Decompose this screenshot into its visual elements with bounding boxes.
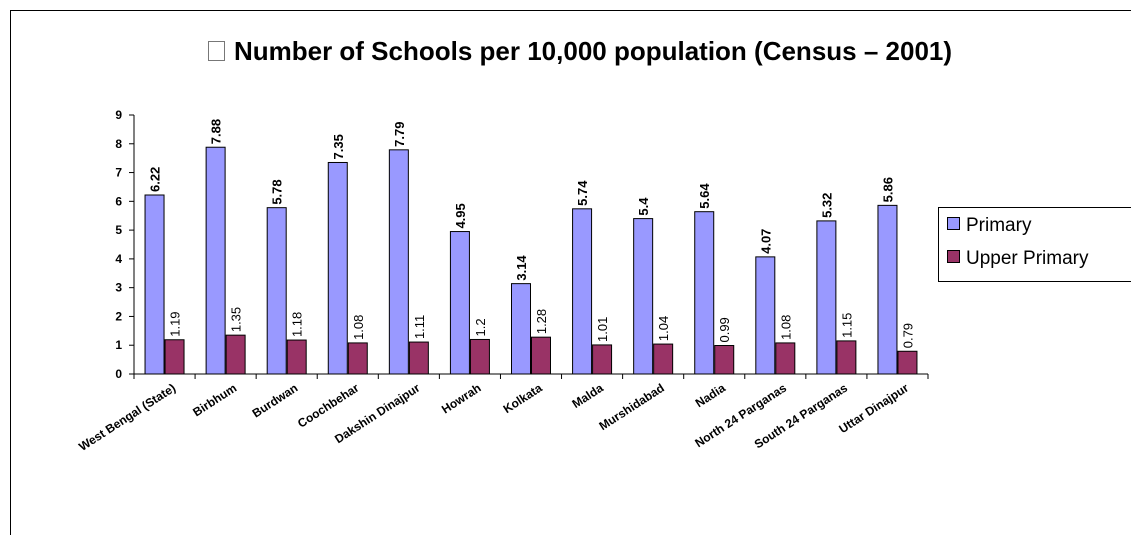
data-label-primary: 7.79 — [392, 122, 407, 147]
bar-upper-primary — [347, 342, 368, 375]
legend-swatch-upper-primary — [947, 250, 960, 263]
bar-primary — [144, 194, 165, 375]
bar-upper-primary — [897, 350, 918, 375]
bar-upper-primary — [286, 339, 307, 375]
x-category-label: Burdwan — [250, 381, 301, 421]
legend: Primary Upper Primary — [938, 207, 1131, 282]
y-tick-label: 1 — [115, 338, 122, 352]
bar-primary — [205, 146, 226, 375]
bar-upper-primary — [164, 339, 185, 375]
bar-upper-primary — [531, 336, 551, 375]
data-label-upper-primary: 0.79 — [900, 323, 915, 348]
data-label-upper-primary: 1.19 — [168, 311, 183, 336]
data-label-primary: 7.88 — [209, 119, 224, 144]
y-tick-label: 8 — [115, 137, 122, 151]
bar-primary — [327, 161, 348, 375]
bullet-box-icon — [207, 41, 225, 61]
chart-title-text: Number of Schools per 10,000 population … — [233, 36, 953, 66]
bar-primary — [755, 256, 776, 375]
y-tick-label: 2 — [115, 309, 122, 323]
data-label-upper-primary: 0.99 — [717, 317, 732, 342]
data-label-primary: 7.35 — [331, 134, 346, 159]
data-label-primary: 6.22 — [148, 167, 163, 192]
bar-upper-primary — [225, 334, 246, 375]
x-category-label: Malda — [570, 381, 606, 411]
data-label-primary: 5.86 — [880, 177, 895, 202]
bar-primary — [633, 218, 654, 375]
y-tick-label: 4 — [115, 252, 122, 266]
bar-primary — [388, 149, 409, 375]
bar-upper-primary — [836, 340, 857, 375]
legend-item-primary: Primary — [947, 215, 1031, 237]
bar-primary — [511, 283, 531, 375]
legend-swatch-primary — [947, 217, 960, 230]
bar-primary — [877, 204, 898, 375]
y-tick-label: 7 — [115, 166, 122, 180]
data-label-upper-primary: 1.18 — [290, 312, 305, 337]
data-label-upper-primary: 1.35 — [229, 307, 244, 332]
data-label-primary: 5.32 — [819, 193, 834, 218]
bar-upper-primary — [653, 343, 674, 375]
y-tick-label: 3 — [115, 281, 122, 295]
bar-upper-primary — [469, 338, 490, 375]
y-tick-label: 0 — [115, 367, 122, 381]
data-label-primary: 5.78 — [270, 179, 285, 204]
x-category-label: West Bengal (State) — [76, 381, 178, 454]
y-tick-label: 5 — [115, 223, 122, 237]
data-label-upper-primary: 1.2 — [473, 318, 488, 336]
data-label-upper-primary: 1.15 — [839, 313, 854, 338]
data-label-upper-primary: 1.08 — [351, 315, 366, 340]
bar-upper-primary — [775, 342, 796, 375]
legend-item-upper-primary: Upper Primary — [947, 248, 1088, 270]
data-label-primary: 4.07 — [758, 229, 773, 254]
bar-primary — [572, 208, 593, 375]
legend-label-upper-primary: Upper Primary — [966, 248, 1089, 269]
legend-label-primary: Primary — [966, 215, 1032, 236]
chart-title: Number of Schools per 10,000 population … — [0, 36, 1131, 67]
data-label-primary: 3.14 — [514, 255, 529, 281]
data-label-upper-primary: 1.11 — [412, 315, 427, 339]
bar-primary — [694, 211, 715, 375]
x-category-label: Howrah — [439, 381, 484, 417]
x-category-label: Murshidabad — [597, 381, 667, 433]
x-category-label: Nadia — [693, 381, 728, 411]
data-label-upper-primary: 1.08 — [778, 315, 793, 340]
bar-primary — [266, 207, 287, 375]
data-label-primary: 4.95 — [453, 203, 468, 228]
data-label-upper-primary: 1.01 — [595, 317, 610, 342]
data-label-upper-primary: 1.04 — [656, 316, 671, 341]
bar-upper-primary — [714, 345, 735, 375]
y-tick-label: 6 — [115, 194, 122, 208]
data-label-primary: 5.74 — [575, 180, 590, 206]
data-label-primary: 5.64 — [697, 183, 712, 209]
bar-upper-primary — [408, 341, 429, 375]
data-label-primary: 5.4 — [636, 197, 651, 216]
bar-upper-primary — [592, 344, 613, 375]
chart-frame — [10, 10, 1131, 535]
bar-primary — [816, 220, 837, 375]
y-tick-label: 9 — [115, 108, 122, 122]
x-category-label: Birbhum — [190, 381, 239, 420]
x-category-label: Kolkata — [501, 381, 545, 417]
data-label-upper-primary: 1.28 — [534, 309, 549, 334]
bar-primary — [449, 231, 470, 375]
